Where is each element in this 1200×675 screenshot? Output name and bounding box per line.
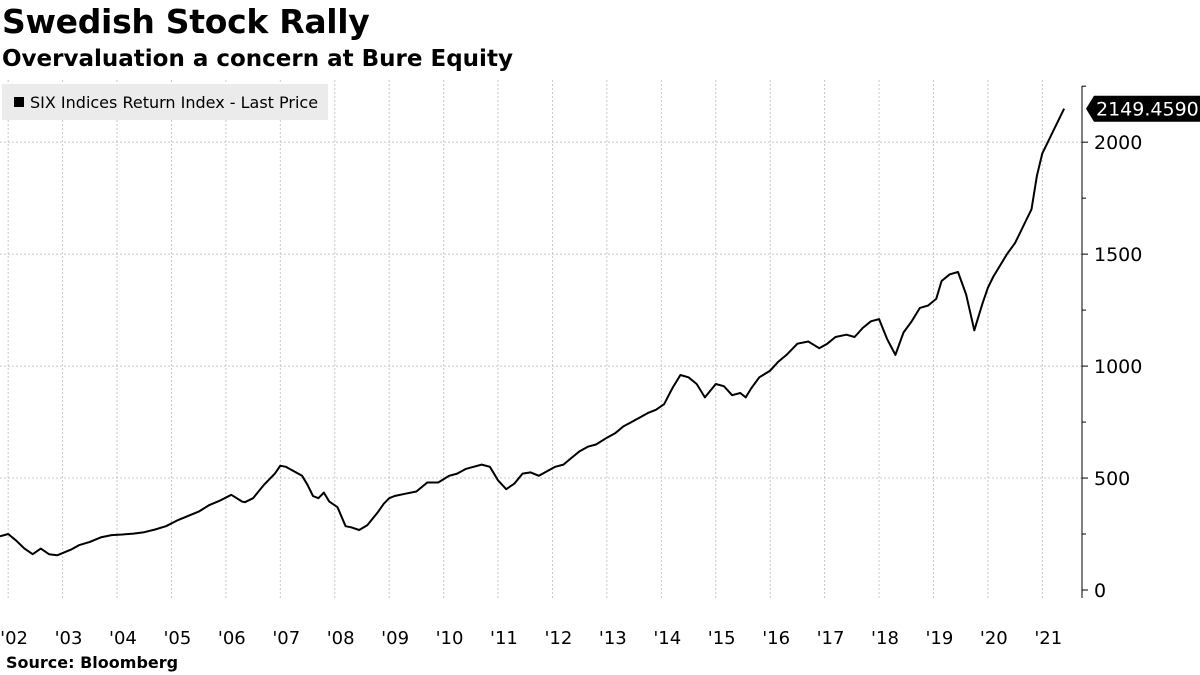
y-tick-label: 0 <box>1094 580 1106 602</box>
x-tick-label: '12 <box>544 628 572 649</box>
legend-swatch-icon <box>14 97 24 107</box>
x-tick-label: '15 <box>708 628 736 649</box>
last-value-badge <box>1086 95 1200 122</box>
x-tick-label: '08 <box>327 628 355 649</box>
chart-subtitle: Overvaluation a concern at Bure Equity <box>2 46 513 72</box>
axes: '02 '03 '04 '05 '06 '07 '08 '09 '10 '11 '12 '13 '14 '… <box>0 85 1142 649</box>
x-tick-label: '20 <box>980 628 1008 649</box>
x-tick-label: '14 <box>653 628 681 649</box>
x-tick-label: '09 <box>381 628 409 649</box>
x-tick-label: '13 <box>599 628 627 649</box>
series-line <box>0 108 1065 557</box>
legend: SIX Indices Return Index - Last Price <box>2 84 329 120</box>
last-value-label: 2149.4590 <box>1096 99 1199 121</box>
x-tick-label: '02 <box>0 628 28 649</box>
x-tick-label: '10 <box>436 628 464 649</box>
labels: 2149.4590 <box>1086 95 1200 122</box>
x-tick-label: '05 <box>163 628 191 649</box>
y-tick-label: 1000 <box>1094 356 1142 378</box>
x-tick-label: '06 <box>218 628 246 649</box>
x-tick-label: '21 <box>1034 628 1062 649</box>
x-tick-label: '04 <box>109 628 137 649</box>
x-tick-label: '18 <box>871 628 899 649</box>
x-tick-label: '07 <box>272 628 300 649</box>
grid <box>0 80 1082 598</box>
x-tick-label: '19 <box>925 628 953 649</box>
legend-label: SIX Indices Return Index - Last Price <box>30 92 319 112</box>
x-tick-label: '17 <box>817 628 845 649</box>
series <box>0 108 1065 557</box>
y-tick-label: 500 <box>1094 468 1130 490</box>
x-tick-label: '11 <box>490 628 518 649</box>
source-note: Source: Bloomberg <box>6 653 179 672</box>
chart-title: Swedish Stock Rally <box>2 2 370 41</box>
x-tick-label: '03 <box>55 628 83 649</box>
y-tick-label: 1500 <box>1094 244 1142 266</box>
y-tick-label: 2000 <box>1094 132 1142 154</box>
x-tick-label: '16 <box>762 628 790 649</box>
